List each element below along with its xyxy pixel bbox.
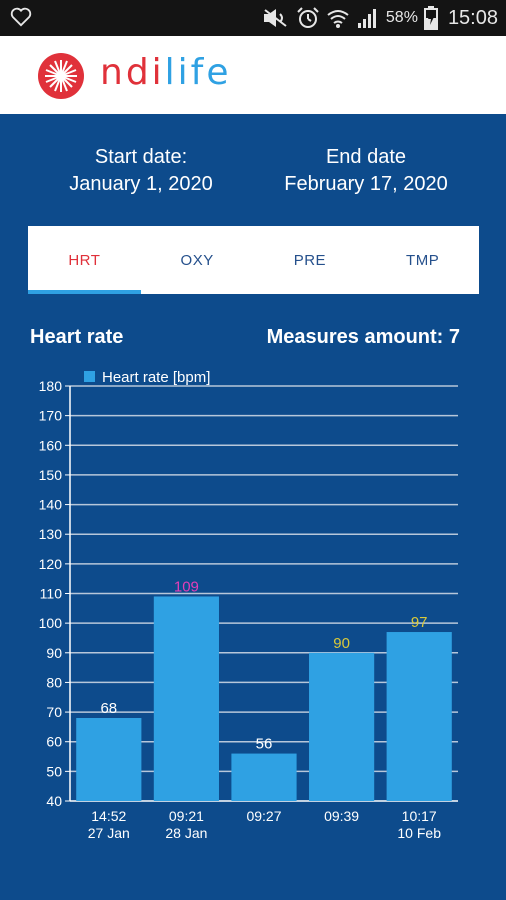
bar <box>153 596 219 801</box>
bar <box>76 718 142 801</box>
bar-value-label: 90 <box>333 635 350 652</box>
bar-value-label: 97 <box>411 614 428 631</box>
bar <box>386 632 452 801</box>
bar <box>309 652 375 801</box>
chart-bars: 68 109 56 90 97 <box>76 578 452 801</box>
y-tick-label: 110 <box>40 586 63 602</box>
brand-star-logo-icon <box>38 53 84 99</box>
bar <box>231 753 297 801</box>
measurement-tabs: HRT OXY PRE TMP <box>28 226 479 294</box>
chart-legend: Heart rate [bpm] <box>84 369 210 386</box>
section-title: Heart rate <box>30 326 124 348</box>
x-tick-label-date: 28 Jan <box>165 825 207 841</box>
y-tick-label: 40 <box>46 793 62 809</box>
tab-label: TMP <box>406 251 440 269</box>
start-date-value: January 1, 2020 <box>69 173 213 195</box>
chart-grid <box>70 385 458 773</box>
logo-text-part2: life <box>164 52 232 93</box>
logo-text-part1: ndi <box>100 52 165 93</box>
bar-value-label: 109 <box>174 578 199 595</box>
y-tick-label: 70 <box>46 704 62 720</box>
bar-value-label: 56 <box>256 736 273 753</box>
y-tick-label: 170 <box>39 408 63 424</box>
y-tick-label: 100 <box>39 615 63 631</box>
x-tick-label-time: 10:17 <box>402 808 437 824</box>
end-date: End date February 17, 2020 <box>256 144 476 198</box>
x-tick-label-time: 09:21 <box>169 808 204 824</box>
heart-rate-chart: 40 50 60 70 80 90 100 110 120 130 140 150 160 170 180 1… <box>39 369 458 841</box>
y-tick-label: 50 <box>46 763 62 779</box>
heart-outline-icon <box>10 7 32 27</box>
legend-label: Heart rate [bpm] <box>102 369 210 386</box>
mute-icon <box>263 9 287 27</box>
x-tick-label-time: 14:52 <box>91 808 126 824</box>
x-tick-label-date: 10 Feb <box>397 825 441 841</box>
signal-icon <box>357 9 376 28</box>
y-tick-label: 90 <box>46 645 62 661</box>
status-time: 15:08 <box>447 6 498 29</box>
tab-oxy[interactable]: OXY <box>141 226 254 294</box>
alarm-icon <box>297 7 319 28</box>
y-tick-label: 180 <box>39 378 63 394</box>
battery-charging-icon <box>423 6 438 30</box>
brand-logo-text: ndilife <box>100 52 232 93</box>
y-tick-label: 140 <box>39 497 63 513</box>
y-tick-label: 80 <box>46 674 62 690</box>
x-tick-label-time: 09:39 <box>324 808 359 824</box>
status-bar: 58% 15:08 <box>0 0 506 36</box>
y-tick-label: 120 <box>39 556 63 572</box>
status-icons: 58% 15:08 <box>262 0 498 36</box>
start-date: Start date: January 1, 2020 <box>31 144 251 198</box>
y-tick-label: 130 <box>39 526 63 542</box>
legend-swatch <box>84 371 95 382</box>
bar-value-label: 68 <box>100 700 117 717</box>
y-tick-label: 150 <box>39 467 63 483</box>
app-header: ndilife <box>0 36 506 114</box>
tab-hrt[interactable]: HRT <box>28 226 141 294</box>
tab-tmp[interactable]: TMP <box>366 226 479 294</box>
tab-label: HRT <box>68 251 101 269</box>
battery-percent: 58% <box>385 9 418 26</box>
tab-pre[interactable]: PRE <box>254 226 367 294</box>
wifi-icon <box>327 10 349 28</box>
end-date-value: February 17, 2020 <box>284 173 448 195</box>
y-tick-label: 160 <box>39 437 63 453</box>
measures-amount: Measures amount: 7 <box>266 326 460 348</box>
end-date-label: End date <box>325 146 407 168</box>
x-tick-label-date: 27 Jan <box>88 825 130 841</box>
tab-label: PRE <box>293 251 327 269</box>
x-tick-label-time: 09:27 <box>246 808 281 824</box>
y-tick-label: 60 <box>46 734 62 750</box>
start-date-label: Start date: <box>94 146 188 168</box>
tab-label: OXY <box>180 251 214 269</box>
